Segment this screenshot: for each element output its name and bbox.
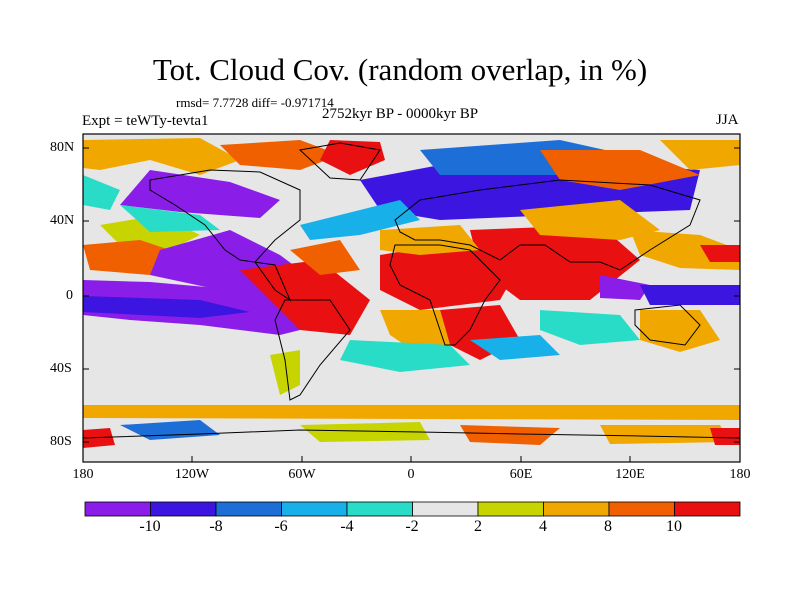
lon-label-60w: 60W <box>288 467 316 482</box>
colorbar-label: 8 <box>604 518 612 535</box>
lat-ticks <box>83 147 740 443</box>
lat-label-40n: 40N <box>50 213 75 228</box>
colorbar-swatch <box>477 501 544 517</box>
period-label: 2752kyr BP - 0000kyr BP <box>322 106 479 122</box>
colorbar-swatch <box>281 501 348 517</box>
colorbar-swatch <box>412 501 479 517</box>
colorbar-label: -10 <box>139 518 161 535</box>
colorbar-swatch <box>674 501 741 517</box>
lat-label-80s: 80S <box>50 434 72 449</box>
colorbar-label: 2 <box>474 518 482 535</box>
experiment-label: Expt = teWTy-tevta1 <box>82 113 209 129</box>
coastlines <box>83 142 740 439</box>
stats-line: rmsd= 7.7728 diff= -0.971714 <box>176 95 334 110</box>
colorbar-swatch <box>346 501 413 517</box>
colorbar-label: -2 <box>405 518 419 535</box>
colorbar-label: -6 <box>274 518 288 535</box>
lon-ticks <box>82 456 741 462</box>
lon-label-180w: 180 <box>72 467 94 482</box>
map-title: Tot. Cloud Cov. (random overlap, in %) <box>152 52 648 87</box>
season-label: JJA <box>716 112 739 128</box>
lat-label-0: 0 <box>66 288 73 303</box>
cloud-anomaly-field <box>83 134 740 462</box>
colorbar-swatch <box>543 501 610 517</box>
lat-label-80n: 80N <box>50 140 75 155</box>
lon-label-120w: 120W <box>174 467 210 482</box>
colorbar-label: -4 <box>340 518 354 535</box>
colorbar-swatch <box>84 501 151 517</box>
colorbar-label: 4 <box>539 518 547 535</box>
colorbar <box>84 501 741 517</box>
colorbar-swatch <box>608 501 675 517</box>
colorbar-swatch <box>150 501 217 517</box>
lon-label-60e: 60E <box>509 467 533 482</box>
lon-label-0: 0 <box>407 467 415 482</box>
colorbar-swatch <box>215 501 282 517</box>
colorbar-label: 10 <box>666 518 682 535</box>
lat-label-40s: 40S <box>50 361 72 376</box>
lon-label-120e: 120E <box>615 467 645 482</box>
colorbar-label: -8 <box>209 518 223 535</box>
lon-label-180e: 180 <box>729 467 751 482</box>
